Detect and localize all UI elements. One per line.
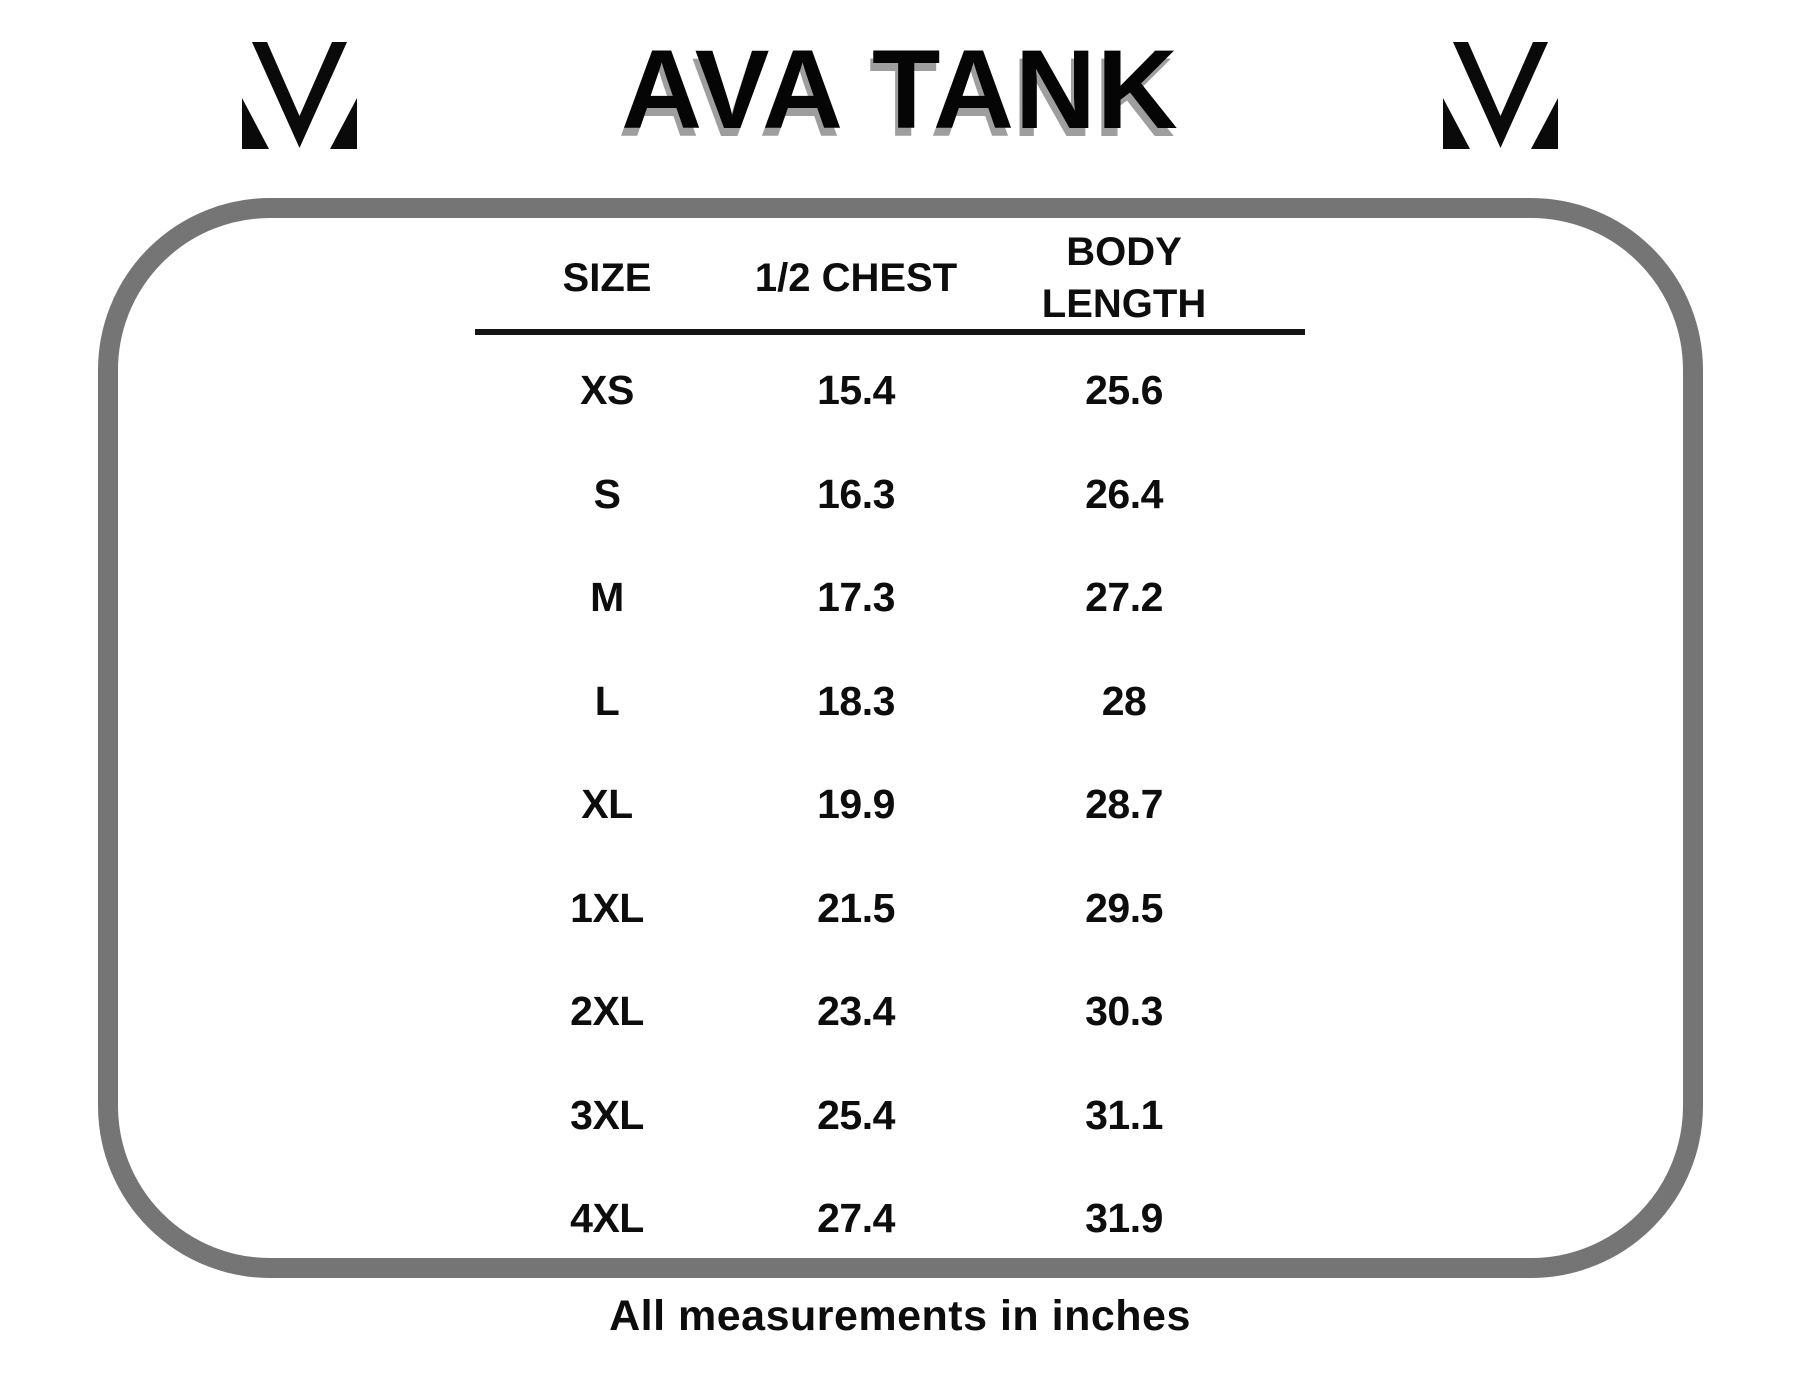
body-length-cell: 25.6 [1085,367,1163,414]
body-length-cell: 28 [1101,677,1147,724]
size-cell: S [593,470,621,517]
body-length-cell: 27.2 [1085,574,1163,621]
body-length-cell: 31.1 [1085,1091,1163,1138]
table-row: S 16.3 26.4 [475,443,1275,547]
size-cell: M [590,574,624,621]
size-cell: 2XL [570,988,644,1035]
table-row: 1XL 21.5 29.5 [475,857,1275,961]
table-row: 4XL 27.4 31.9 [475,1167,1275,1271]
size-chart-panel: SIZE 1/2 CHEST BODY LENGTH XS 15.4 25.6 … [98,198,1703,1278]
body-length-cell: 30.3 [1085,988,1163,1035]
body-length-cell: 29.5 [1085,884,1163,931]
half-chest-cell: 19.9 [817,781,895,828]
body-length-cell: 28.7 [1085,781,1163,828]
half-chest-cell: 27.4 [817,1195,895,1242]
column-header-size: SIZE [562,256,652,300]
table-row: XS 15.4 25.6 [475,339,1275,443]
size-cell: 1XL [570,884,644,931]
table-row: M 17.3 27.2 [475,546,1275,650]
size-cell: 3XL [570,1091,644,1138]
table-row: L 18.3 28 [475,650,1275,754]
mv-monogram-icon [242,42,357,149]
table-row: XL 19.9 28.7 [475,753,1275,857]
half-chest-cell: 23.4 [817,988,895,1035]
table-row: 2XL 23.4 30.3 [475,960,1275,1064]
half-chest-cell: 17.3 [817,574,895,621]
size-cell: XS [580,367,634,414]
half-chest-cell: 25.4 [817,1091,895,1138]
half-chest-cell: 21.5 [817,884,895,931]
half-chest-cell: 15.4 [817,367,895,414]
table-header-row: SIZE 1/2 CHEST BODY LENGTH [475,226,1275,326]
body-length-cell: 31.9 [1085,1195,1163,1242]
size-cell: 4XL [570,1195,644,1242]
half-chest-cell: 18.3 [817,677,895,724]
table-body: XS 15.4 25.6 S 16.3 26.4 M 17.3 27.2 L 1… [475,339,1275,1271]
table-row: 3XL 25.4 31.1 [475,1064,1275,1168]
page-title: AVA TANK [621,27,1179,152]
mv-monogram-icon [1443,42,1558,149]
size-cell: L [594,677,620,724]
half-chest-cell: 16.3 [817,470,895,517]
measurements-note: All measurements in inches [609,1292,1191,1340]
column-header-half-chest: 1/2 CHEST [754,256,958,300]
header-divider [475,329,1305,335]
body-length-cell: 26.4 [1085,470,1163,517]
size-cell: XL [581,781,633,828]
column-header-body-length: BODY LENGTH [1041,230,1207,326]
